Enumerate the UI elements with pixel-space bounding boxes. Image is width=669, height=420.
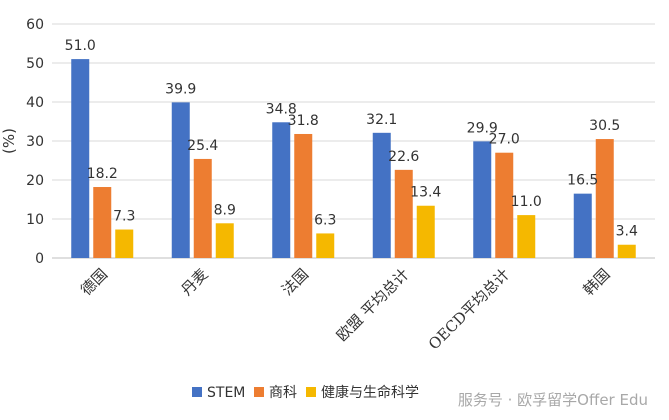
x-tick-label: 丹麦 [178, 265, 212, 299]
x-tick-label: OECD平均总计 [425, 265, 513, 353]
data-label: 34.8 [266, 101, 297, 117]
data-label: 30.5 [589, 118, 620, 134]
data-label: 7.3 [113, 209, 135, 225]
bar [617, 244, 636, 258]
legend-swatch [192, 387, 202, 397]
data-label: 18.2 [87, 166, 118, 182]
data-label: 16.5 [567, 173, 598, 189]
data-label: 8.9 [214, 202, 236, 218]
bar [416, 205, 435, 258]
x-tick-label: 法国 [278, 265, 312, 299]
bar [473, 141, 492, 258]
data-label: 13.4 [410, 185, 441, 201]
data-label: 11.0 [511, 194, 542, 210]
y-tick-label: 20 [26, 173, 44, 189]
legend-label: 商科 [269, 385, 297, 401]
bar [193, 158, 212, 258]
legend-swatch [306, 387, 316, 397]
bar [272, 122, 291, 258]
data-label: 39.9 [165, 81, 196, 97]
bar [115, 229, 134, 258]
data-label: 22.6 [388, 149, 419, 165]
bar [517, 215, 536, 258]
y-tick-label: 40 [26, 95, 44, 111]
gridlines [52, 23, 655, 259]
y-tick-label: 0 [35, 251, 44, 267]
bar [316, 233, 335, 258]
legend-label: STEM [207, 385, 245, 401]
bar [495, 152, 514, 258]
y-axis-ticks: 0 10 20 30 40 50 60 [26, 17, 44, 267]
bar [394, 169, 413, 258]
x-axis-categories: 德国 丹麦 法国 欧盟 平均总计 OECD平均总计 韩国 [77, 265, 613, 353]
data-labels: 51.0 18.2 7.3 39.9 25.4 8.9 34.831.8 6.3 32.1 22.… [65, 38, 638, 240]
y-tick-label: 60 [26, 17, 44, 33]
y-axis-label: (%) [0, 128, 18, 154]
data-label: 6.3 [314, 212, 336, 228]
data-label: 29.9 [467, 120, 498, 136]
legend-label: 健康与生命科学 [321, 384, 419, 401]
bar [294, 133, 313, 258]
data-label: 51.0 [65, 38, 96, 54]
y-tick-label: 30 [26, 134, 44, 150]
legend: STEM 商科 健康与生命科学 [192, 384, 419, 401]
legend-swatch [254, 387, 264, 397]
x-tick-label: 德国 [77, 265, 111, 299]
y-tick-label: 50 [26, 56, 44, 72]
data-label: 25.4 [187, 138, 218, 154]
bar [573, 193, 592, 258]
data-label: 27.0 [489, 132, 520, 148]
x-tick-label: 韩国 [580, 265, 614, 299]
x-tick-label: 欧盟 平均总计 [333, 265, 413, 345]
bars [71, 59, 636, 258]
y-tick-label: 10 [26, 212, 44, 228]
watermark: 服务号 · 欧孚留学Offer Edu [458, 391, 648, 409]
bar [595, 139, 614, 258]
bar [171, 102, 190, 258]
bar [215, 223, 234, 258]
bar [93, 187, 112, 258]
data-label: 32.1 [366, 112, 397, 128]
bar [71, 59, 90, 258]
data-label: 3.4 [616, 224, 638, 240]
data-label: 31.8 [288, 113, 319, 129]
bar [372, 132, 391, 258]
